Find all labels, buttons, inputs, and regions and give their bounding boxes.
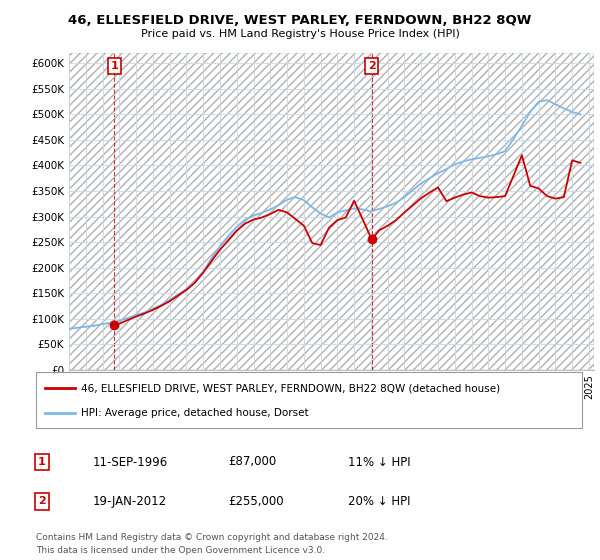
Text: Price paid vs. HM Land Registry's House Price Index (HPI): Price paid vs. HM Land Registry's House … [140, 29, 460, 39]
Text: 46, ELLESFIELD DRIVE, WEST PARLEY, FERNDOWN, BH22 8QW (detached house): 46, ELLESFIELD DRIVE, WEST PARLEY, FERND… [81, 383, 500, 393]
Text: 11-SEP-1996: 11-SEP-1996 [93, 455, 168, 469]
Text: £255,000: £255,000 [228, 494, 284, 508]
Text: 19-JAN-2012: 19-JAN-2012 [93, 494, 167, 508]
Text: 1: 1 [110, 61, 118, 71]
Text: HPI: Average price, detached house, Dorset: HPI: Average price, detached house, Dors… [81, 408, 308, 418]
Text: 11% ↓ HPI: 11% ↓ HPI [348, 455, 410, 469]
Text: 20% ↓ HPI: 20% ↓ HPI [348, 494, 410, 508]
Text: 2: 2 [368, 61, 376, 71]
Text: 46, ELLESFIELD DRIVE, WEST PARLEY, FERNDOWN, BH22 8QW: 46, ELLESFIELD DRIVE, WEST PARLEY, FERND… [68, 14, 532, 27]
Text: 2: 2 [38, 496, 46, 506]
Text: £87,000: £87,000 [228, 455, 276, 469]
Text: This data is licensed under the Open Government Licence v3.0.: This data is licensed under the Open Gov… [36, 546, 325, 555]
Text: Contains HM Land Registry data © Crown copyright and database right 2024.: Contains HM Land Registry data © Crown c… [36, 533, 388, 542]
Text: 1: 1 [38, 457, 46, 467]
